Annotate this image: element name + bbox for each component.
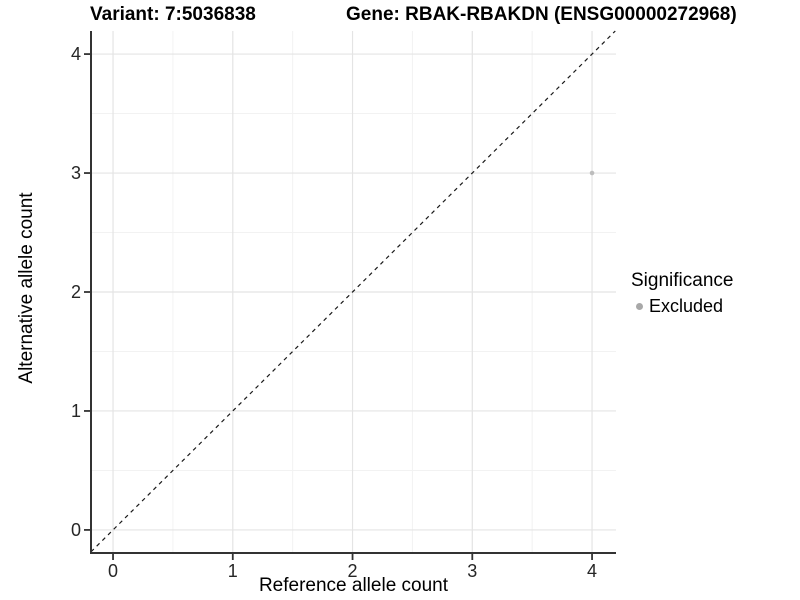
variant-title: Variant: 7:5036838: [90, 4, 256, 25]
x-tick-label: 2: [348, 561, 358, 581]
legend-item-label: Excluded: [649, 296, 724, 316]
y-tick-label: 2: [71, 282, 81, 302]
y-tick-label: 4: [71, 44, 81, 64]
legend: Significance Excluded: [631, 269, 733, 316]
identity-dashed-line: [90, 30, 616, 553]
x-tick-label: 4: [587, 561, 597, 581]
legend-item-excluded: Excluded: [631, 296, 733, 316]
x-tick-label: 3: [467, 561, 477, 581]
y-tick-label: 1: [71, 401, 81, 421]
x-axis-title: Reference allele count: [258, 575, 449, 596]
y-tick-label: 3: [71, 163, 81, 183]
legend-title: Significance: [631, 270, 734, 291]
x-tick-label: 0: [108, 561, 118, 581]
y-axis-title: Alternative allele count: [16, 192, 37, 384]
x-tick-label: 1: [228, 561, 238, 581]
data-point: [589, 170, 595, 176]
y-tick-label: 0: [71, 520, 81, 540]
gene-title: Gene: RBAK-RBAKDN (ENSG00000272968): [346, 4, 737, 25]
legend-marker-dot: [636, 302, 643, 310]
